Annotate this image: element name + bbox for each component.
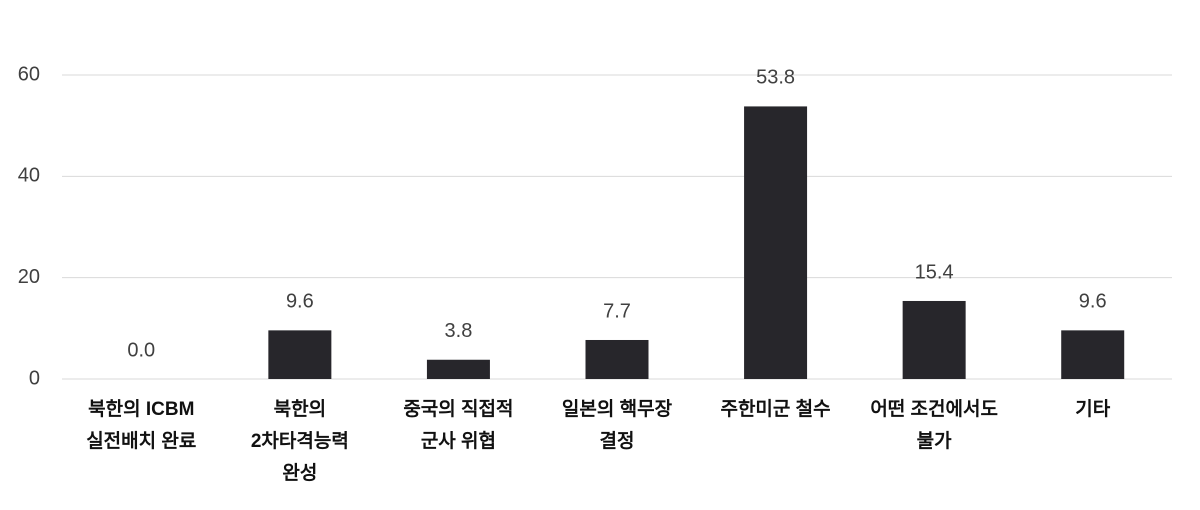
bar — [1061, 330, 1125, 379]
value-label: 53.8 — [756, 67, 795, 89]
value-label: 0.0 — [127, 339, 155, 361]
y-tick-label: 40 — [18, 165, 40, 187]
x-tick-label: 일본의 핵무장 결정 — [561, 399, 673, 452]
value-label: 9.6 — [286, 291, 314, 313]
x-tick-label: 북한의 ICBM 실전배치 완료 — [86, 399, 197, 452]
x-tick-label: 주한미군 철수 — [720, 399, 831, 420]
x-tick-label: 어떤 조건에서도 불가 — [870, 399, 998, 452]
bar — [426, 359, 490, 379]
value-label: 3.8 — [445, 320, 473, 342]
x-tick-label: 중국의 직접적 군사 위협 — [403, 399, 514, 452]
y-tick-label: 60 — [18, 63, 40, 85]
bar — [585, 339, 649, 379]
y-tick-label: 0 — [29, 367, 40, 389]
value-label: 15.4 — [915, 261, 954, 283]
y-tick-label: 20 — [18, 266, 40, 288]
bar — [902, 300, 966, 379]
value-label: 7.7 — [603, 300, 631, 322]
bar — [268, 330, 332, 379]
x-tick-label: 북한의 2차타격능력 완성 — [250, 399, 349, 484]
x-tick-label: 기타 — [1075, 399, 1111, 420]
bar — [744, 106, 808, 379]
value-label: 9.6 — [1079, 291, 1107, 313]
